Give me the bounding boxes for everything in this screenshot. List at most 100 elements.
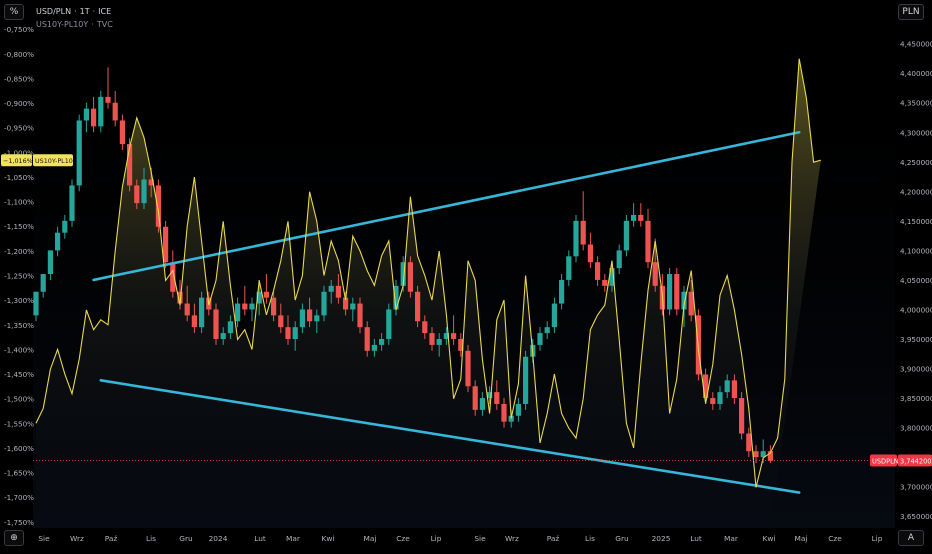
right-axis-tick: 4,400000 [900,69,932,78]
x-axis-label: Lip [872,534,883,543]
candle [227,315,233,339]
candle-body [191,315,197,328]
candle [479,392,485,416]
candle [429,327,435,351]
candle-body [443,333,449,339]
left-axis-tick: -1,700% [4,493,34,502]
candle [573,214,579,263]
usdpln-last-marker: USDPLN 3,744200 [870,454,932,467]
spread-value-label: −1,016% [3,157,33,165]
candle-body [746,433,752,452]
candle-body [551,303,557,328]
candle [33,291,39,322]
auto-scale-button[interactable]: A [898,530,924,546]
candle-body [263,291,269,298]
candle-body [314,315,320,322]
candle-body [249,303,255,310]
candle-body [487,392,493,399]
candle-body [170,262,176,292]
left-axis-tick: -1,600% [4,444,34,453]
candle-body [494,392,500,404]
candle-body [69,185,75,221]
candle-body [119,120,125,145]
candle [112,90,118,127]
left-axis-tick: -1,150% [4,222,34,231]
candle [155,179,161,233]
candle [667,268,673,316]
candle-body [141,179,147,204]
left-axis-tick: -1,300% [4,296,34,305]
right-axis-tick: 4,150000 [900,217,932,226]
candle-body [83,108,89,121]
candle-body [717,392,723,404]
left-scale-button[interactable]: % [4,4,24,20]
right-axis-tick: 4,000000 [900,305,932,314]
goto-date-button[interactable]: ⊕ [4,530,24,546]
candle [242,285,248,316]
left-axis-tick: -1,650% [4,469,34,478]
candle-body [285,327,291,339]
candle-body [652,262,658,286]
legend-overlay-source: TVC [96,20,113,29]
left-scale-button-label: % [9,7,19,17]
candle-body [307,309,313,322]
x-axis-label: Wrz [70,534,84,543]
candle [235,297,241,328]
candle-body [62,220,68,233]
right-axis-tick: 4,450000 [900,40,932,49]
candle-body [472,386,478,410]
candle [746,427,752,458]
candle [645,209,651,269]
legend-symbol: USD/PLN [36,7,72,16]
candle-body [523,356,529,404]
candle-body [573,220,579,257]
candle [69,179,75,227]
candle [163,220,169,269]
spread-area [36,58,821,528]
candle [422,315,428,339]
candle [321,285,327,322]
candle-body [98,96,104,127]
candle [328,279,334,304]
legend-overlay-symbol: US10Y-PL10Y [36,20,89,29]
candle-body [710,398,716,404]
left-axis-tick: -1,750% [4,518,34,527]
candle [357,297,363,334]
candle-body [235,303,241,322]
candle-body [508,415,514,422]
candle [55,226,61,257]
x-axis-label: Sie [38,534,50,543]
candle [76,114,82,192]
candle-body [213,309,219,339]
left-axis-tick: -1,100% [4,198,34,207]
candle-body [155,185,161,227]
candle-body [595,262,601,280]
candle-body [256,291,262,304]
legend-main-row[interactable]: USD/PLN · 1T · ICE [36,7,112,16]
candle-body [638,214,644,221]
candle-body [393,285,399,310]
x-axis-label: Wrz [505,534,519,543]
left-axis-tick: -1,450% [4,370,34,379]
candle-body [602,279,608,286]
candle [436,333,442,357]
usdpln-tag-label: USDPLN [872,457,899,465]
right-scale-button[interactable]: PLN [898,4,924,20]
legend-overlay-row[interactable]: US10Y-PL10Y · TVC [36,20,113,29]
candle [616,244,622,275]
candle [595,256,601,286]
right-axis-tick: 4,100000 [900,246,932,255]
left-axis-tick: -1,000% [4,148,34,157]
x-axis-label: Lip [431,534,442,543]
candle [407,256,413,298]
legend-interval: 1T [79,7,90,16]
candle-body [177,291,183,304]
candle [580,191,586,251]
upper-trendline [92,130,801,282]
candle-body [292,327,298,339]
chart-legend[interactable]: USD/PLN · 1T · ICE US10Y-PL10Y · TVC [36,5,113,31]
x-axis-label: Cze [828,534,842,543]
x-axis-label: 2025 [652,534,671,543]
